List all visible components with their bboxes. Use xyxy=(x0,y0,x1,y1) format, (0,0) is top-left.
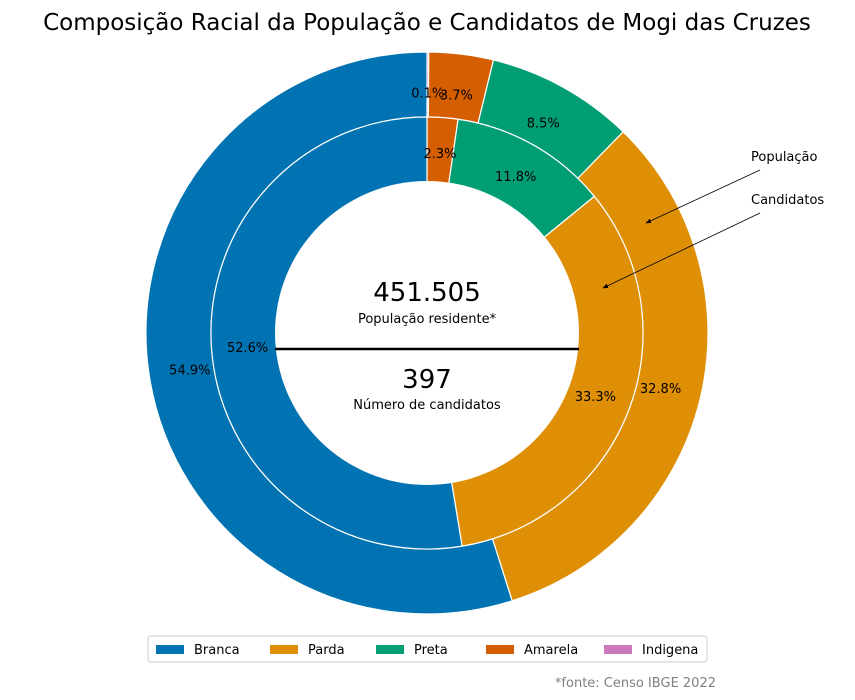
center-population-caption: População residente* xyxy=(358,312,497,327)
population-label-amarela: 3.7% xyxy=(440,88,473,103)
legend-item-branca: Branca xyxy=(156,643,240,658)
legend-item-parda: Parda xyxy=(270,643,345,658)
legend-label-amarela: Amarela xyxy=(524,643,578,658)
center-hole xyxy=(275,181,579,485)
chart-title: Composição Racial da População e Candida… xyxy=(43,10,811,36)
annotation-population: População xyxy=(751,150,818,165)
legend: Branca Parda Preta Amarela Indigena xyxy=(147,635,708,663)
legend-swatch-parda xyxy=(270,645,298,654)
population-label-parda: 32.8% xyxy=(640,382,681,397)
legend-swatch-branca xyxy=(156,645,184,654)
legend-item-amarela: Amarela xyxy=(486,643,578,658)
legend-swatch-preta xyxy=(376,645,404,654)
inner-ring-candidates xyxy=(210,116,644,550)
annotation-candidates-arrow xyxy=(602,212,761,289)
center-candidates-value: 397 xyxy=(402,365,452,395)
population-label-preta: 8.5% xyxy=(527,117,560,132)
candidates-label-preta: 11.8% xyxy=(495,170,536,185)
outer-ring-labels: 0.1%3.7% 8.5% 32.8% 54.9% xyxy=(169,87,681,397)
legend-label-preta: Preta xyxy=(414,643,448,658)
legend-item-preta: Preta xyxy=(376,643,448,658)
center-candidates-caption: Número de candidatos xyxy=(353,398,501,413)
annotation-population-arrow xyxy=(645,169,761,224)
footnote: *fonte: Censo IBGE 2022 xyxy=(555,676,716,691)
candidates-label-branca: 52.6% xyxy=(227,341,268,356)
candidates-label-amarela: 2.3% xyxy=(423,147,456,162)
legend-label-parda: Parda xyxy=(308,643,345,658)
population-label-branca: 54.9% xyxy=(169,363,210,378)
center-population-value: 451.505 xyxy=(373,278,481,308)
legend-label-indigena: Indigena xyxy=(642,643,698,658)
legend-swatch-indigena xyxy=(604,645,632,654)
legend-item-indigena: Indigena xyxy=(604,643,698,658)
annotation-candidates: Candidatos xyxy=(751,193,824,208)
legend-box xyxy=(147,635,708,663)
legend-swatch-amarela xyxy=(486,645,514,654)
candidates-label-parda: 33.3% xyxy=(575,390,616,405)
inner-ring-labels: 2.3% 11.8% 33.3% 52.6% xyxy=(227,147,616,405)
population-label-indigena: 0.1% xyxy=(411,87,444,102)
legend-label-branca: Branca xyxy=(194,643,240,658)
